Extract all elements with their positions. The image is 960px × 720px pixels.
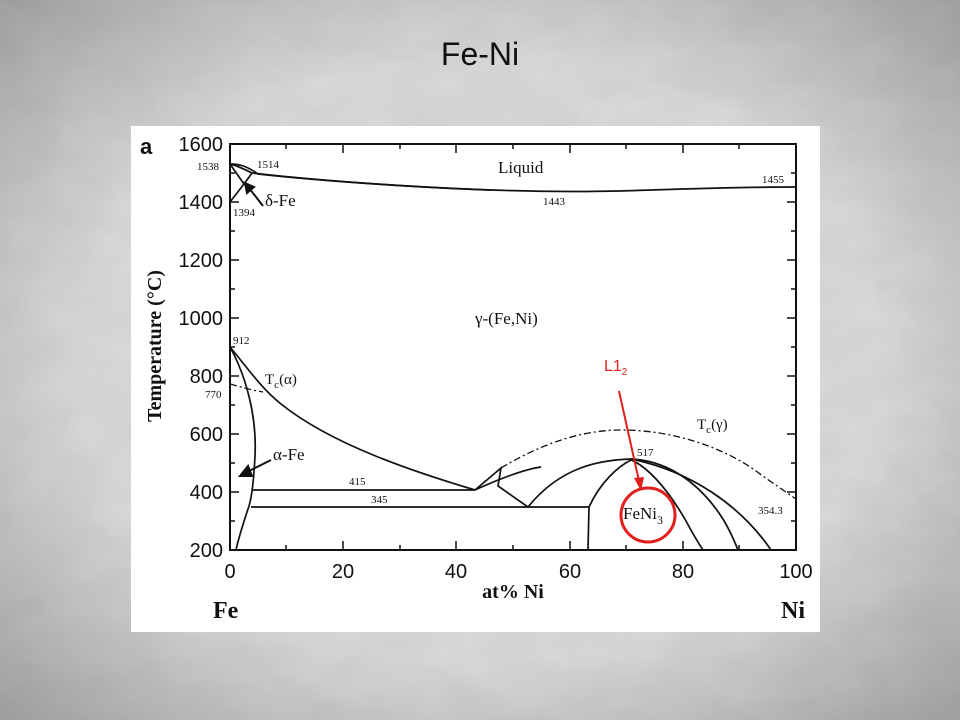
temp-1455: 1455 xyxy=(762,174,785,186)
plot-frame xyxy=(229,143,797,551)
gamma-alpha-boundary xyxy=(229,346,476,491)
tc-gamma-arg: (γ) xyxy=(711,417,728,433)
delta-boundary-1 xyxy=(229,163,246,203)
y-tick-200: 200 xyxy=(190,540,223,562)
y-tick-800: 800 xyxy=(190,366,223,388)
x-tick-100: 100 xyxy=(779,561,812,583)
alpha-solvus xyxy=(229,346,257,551)
temp-1514: 1514 xyxy=(257,159,280,171)
y-tick-1400: 1400 xyxy=(179,192,224,214)
label-delta: δ-Fe xyxy=(265,191,296,210)
fe-ni-phase-diagram: a 1600 1400 1200 1000 800 600 400 200 0 … xyxy=(140,134,813,624)
y-axis-label: Temperature (°C) xyxy=(144,270,166,422)
phase-boundaries xyxy=(229,163,797,551)
slide-title: Fe-Ni xyxy=(440,36,520,72)
y-tick-1200: 1200 xyxy=(179,250,224,272)
y-tick-1600: 1600 xyxy=(179,134,224,156)
tc-gamma-line xyxy=(500,429,797,500)
gamma-feni3-upper xyxy=(630,458,772,551)
tc-alpha-line xyxy=(229,383,264,393)
temp-1394: 1394 xyxy=(233,207,256,219)
x-axis-right-element: Ni xyxy=(781,598,805,624)
l12-label-sub: 2 xyxy=(621,367,628,379)
wedge-segment xyxy=(474,465,529,508)
tc-alpha-arg: (α) xyxy=(279,372,297,388)
callout-arrow-line xyxy=(618,390,640,482)
temp-1443: 1443 xyxy=(543,196,566,208)
panel-label: a xyxy=(140,134,153,159)
y-tick-600: 600 xyxy=(190,424,223,446)
x-tick-0: 0 xyxy=(224,561,235,583)
temp-912: 912 xyxy=(233,335,250,347)
tc-gamma-sub: c xyxy=(706,424,711,436)
label-tc-alpha: Tc(α) xyxy=(265,372,297,391)
label-gamma: γ-(Fe,Ni) xyxy=(474,309,538,328)
y-tick-1000: 1000 xyxy=(179,308,224,330)
feni3-inner-dome xyxy=(588,459,704,551)
temp-517: 517 xyxy=(637,447,654,459)
temp-354: 354.3 xyxy=(758,505,783,517)
callout-arrow-head xyxy=(634,477,644,491)
x-axis-left-element: Fe xyxy=(213,598,239,624)
temp-770: 770 xyxy=(205,389,222,401)
x-tick-marks xyxy=(285,144,740,550)
x-axis-label: at% Ni xyxy=(482,581,544,603)
y-tick-400: 400 xyxy=(190,482,223,504)
tc-alpha-sub: c xyxy=(274,379,279,391)
l12-label-main: L1 xyxy=(604,358,622,375)
l12-callout xyxy=(618,390,677,544)
temp-1538: 1538 xyxy=(197,161,220,173)
x-tick-80: 80 xyxy=(672,561,694,583)
l12-callout-label: L12 xyxy=(604,358,627,378)
y-tick-marks xyxy=(230,143,796,522)
vertical-64 xyxy=(587,506,590,551)
feni3-left-boundary xyxy=(474,466,542,491)
temp-415: 415 xyxy=(349,476,366,488)
phase-arrows xyxy=(237,181,272,477)
feni3-sub: 3 xyxy=(657,513,663,527)
feni3-highlight-circle xyxy=(619,486,677,544)
label-feni3: FeNi3 xyxy=(623,504,663,527)
tc-gamma-t: T xyxy=(697,417,706,433)
label-liquid: Liquid xyxy=(498,158,544,177)
x-tick-20: 20 xyxy=(332,561,354,583)
feni3-main: FeNi xyxy=(623,504,657,523)
x-tick-40: 40 xyxy=(445,561,467,583)
feni3-dome xyxy=(527,458,739,551)
x-tick-60: 60 xyxy=(559,561,581,583)
phase-diagram-figure: a 1600 1400 1200 1000 800 600 400 200 0 … xyxy=(131,126,820,632)
curie-lines xyxy=(229,383,797,500)
label-alpha: α-Fe xyxy=(273,445,305,464)
temp-345: 345 xyxy=(371,494,388,506)
solidus-line xyxy=(229,163,492,191)
tc-alpha-t: T xyxy=(265,372,274,388)
label-tc-gamma: Tc(γ) xyxy=(697,417,728,436)
